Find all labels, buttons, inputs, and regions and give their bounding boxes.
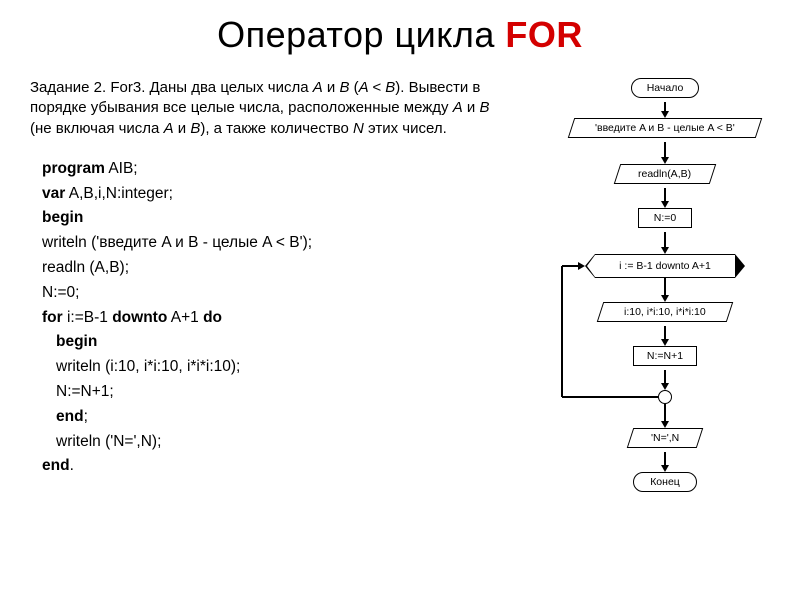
- task-and3: и: [174, 120, 191, 137]
- code-line: program AIB;: [42, 157, 500, 182]
- flow-edge: [664, 142, 666, 158]
- task-po: (: [350, 79, 359, 96]
- flow-arrowhead: [661, 465, 669, 472]
- left-column: Задание 2. For3. Даны два целых числа A …: [30, 78, 500, 558]
- flowchart: Начало 'введите A и B - целые A < B' readl…: [520, 78, 770, 558]
- task-cond: A < B: [359, 79, 396, 96]
- right-column: Начало 'введите A и B - целые A < B' readl…: [520, 78, 770, 558]
- code-line: N:=N+1;: [42, 380, 500, 405]
- flow-node-io1: 'введите A и B - целые A < B': [568, 118, 762, 138]
- task-t2: этих чисел.: [364, 120, 447, 137]
- flow-edge: [664, 188, 666, 202]
- flow-arrowhead: [661, 111, 669, 118]
- flow-edge: [664, 278, 666, 296]
- task-a3: A: [164, 120, 174, 137]
- code-line: writeln ('N=',N);: [42, 430, 500, 455]
- flow-arrowhead: [661, 201, 669, 208]
- code-line: begin: [42, 206, 500, 231]
- flow-node-io4: 'N=',N: [627, 428, 703, 448]
- flow-node-p1: N:=0: [638, 208, 692, 228]
- task-and2: и: [463, 99, 480, 116]
- flow-node-loop: i := B-1 downto A+1: [595, 254, 735, 278]
- task-prefix: Задание 2. For3. Даны два целых числа: [30, 79, 313, 96]
- flow-edge-back: [561, 266, 563, 397]
- task-text: Задание 2. For3. Даны два целых числа A …: [30, 78, 500, 139]
- code-block: program AIB;var A,B,i,N:integer;beginwri…: [30, 157, 500, 479]
- flow-edge-back: [562, 396, 658, 398]
- flow-arrowhead: [661, 383, 669, 390]
- content-row: Задание 2. For3. Даны два целых числа A …: [30, 78, 770, 558]
- task-t1: ), а также количество: [200, 120, 353, 137]
- flow-edge: [664, 326, 666, 340]
- title-black: Оператор цикла: [217, 14, 505, 55]
- flow-node-end: Конец: [633, 472, 697, 492]
- flow-arrowhead: [661, 421, 669, 428]
- flow-node-io3: i:10, i*i:10, i*i*i:10: [597, 302, 733, 322]
- task-b3: B: [190, 120, 200, 137]
- task-and1: и: [323, 79, 340, 96]
- code-line: writeln (i:10, i*i:10, i*i*i:10);: [42, 355, 500, 380]
- flow-edge: [664, 452, 666, 466]
- slide: Оператор цикла FOR Задание 2. For3. Даны…: [0, 0, 800, 600]
- flow-arrowhead: [661, 339, 669, 346]
- task-n: N: [353, 120, 364, 137]
- code-line: begin: [42, 330, 500, 355]
- flow-node-io2: readln(A,B): [614, 164, 716, 184]
- code-line: end;: [42, 405, 500, 430]
- code-line: end.: [42, 454, 500, 479]
- code-line: for i:=B-1 downto A+1 do: [42, 306, 500, 331]
- flow-edge: [664, 404, 666, 422]
- flow-node-conn: [658, 390, 672, 404]
- flow-arrowhead: [661, 295, 669, 302]
- flow-edge-back: [562, 265, 579, 267]
- flow-arrowhead: [661, 247, 669, 254]
- flow-arrowhead: [578, 262, 585, 270]
- code-line: writeln ('введите A и B - целые A < B');: [42, 231, 500, 256]
- slide-title: Оператор цикла FOR: [30, 14, 770, 56]
- task-b2: B: [479, 99, 489, 116]
- task-ni: (не включая числа: [30, 120, 164, 137]
- flow-edge: [664, 232, 666, 248]
- code-line: readln (A,B);: [42, 256, 500, 281]
- flow-node-p2: N:=N+1: [633, 346, 697, 366]
- task-a: A: [313, 79, 323, 96]
- code-line: var A,B,i,N:integer;: [42, 182, 500, 207]
- flow-node-start: Начало: [631, 78, 699, 98]
- flow-edge: [664, 370, 666, 384]
- title-red: FOR: [505, 14, 583, 55]
- code-line: N:=0;: [42, 281, 500, 306]
- task-a2: A: [453, 99, 463, 116]
- flow-arrowhead: [661, 157, 669, 164]
- task-b: B: [339, 79, 349, 96]
